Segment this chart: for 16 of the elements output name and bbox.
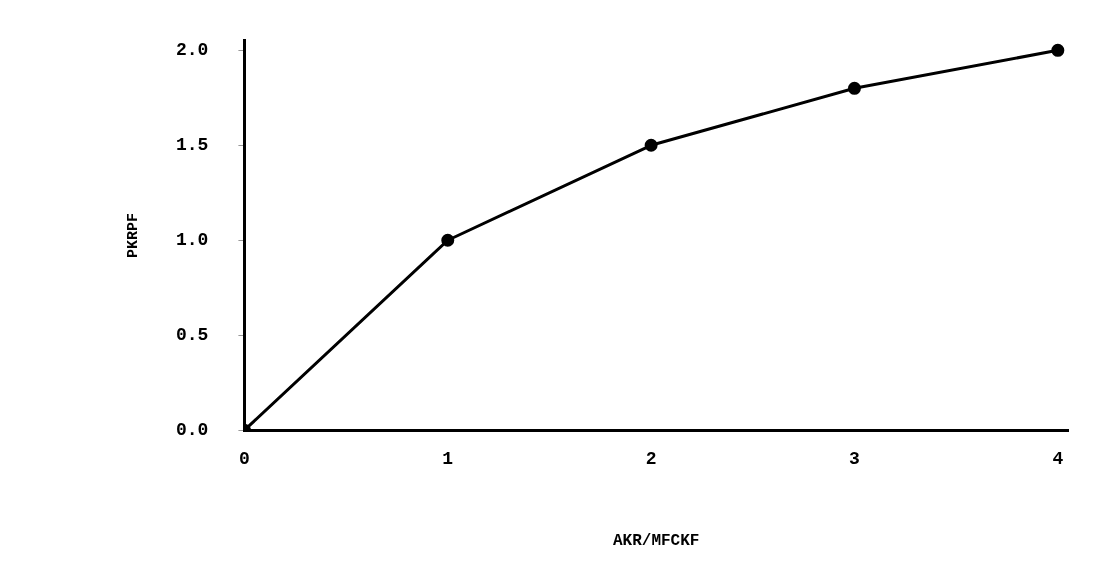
x-tick-label: 3 [849, 448, 860, 469]
x-tick-label: 2 [645, 448, 657, 469]
y-tick-label: 1.0 [176, 229, 209, 250]
y-axis-title: PKRPF [124, 212, 142, 259]
x-tick-label: 4 [1052, 448, 1064, 469]
x-tick-label: 0 [239, 448, 250, 469]
y-tick-label: 1.5 [176, 134, 209, 155]
y-tick-label: 2.0 [176, 39, 209, 60]
point [441, 233, 455, 247]
point [847, 81, 861, 95]
y-tick-label: 0.5 [176, 324, 209, 345]
x-tick-label: 1 [442, 448, 454, 469]
point [644, 138, 658, 152]
point [1051, 43, 1065, 57]
y-tick-label: 0.0 [176, 419, 209, 440]
x-axis-title: AKR/MFCKF [612, 532, 700, 551]
